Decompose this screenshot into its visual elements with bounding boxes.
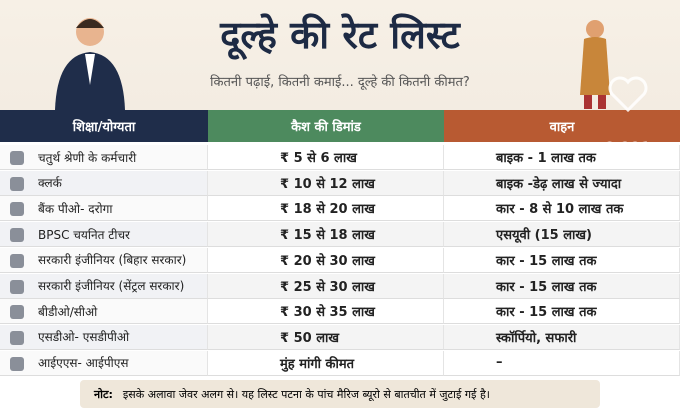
note-label: नोट: xyxy=(94,387,113,401)
table-cell: सरकारी इंजीनियर (सेंट्रल सरकार) xyxy=(0,273,208,299)
table-cell: बीडीओ/सीओ xyxy=(0,299,208,325)
table-cell: बाइक - 1 लाख तक xyxy=(444,145,680,170)
table-cell: BPSC चयनित टीचर xyxy=(0,222,208,248)
table-cell: मुंह मांगी कीमत xyxy=(208,350,444,376)
table-cell: क्लर्क xyxy=(0,170,208,196)
table-cell: एसयूवी (15 लाख) xyxy=(444,222,680,248)
table-cell: ₹ 10 से 12 लाख xyxy=(208,170,444,196)
row-icon xyxy=(10,253,24,268)
table-cell: ₹ 18 से 20 लाख xyxy=(208,196,444,222)
row-icon xyxy=(10,279,24,294)
table-cell: आईएएस- आईपीएस xyxy=(0,350,208,376)
note: नोट: इसके अलावा जेवर अलग से। यह लिस्ट पट… xyxy=(80,380,600,408)
table-cell: एसडीओ- एसडीपीओ xyxy=(0,324,208,350)
traditional-groom xyxy=(580,20,610,109)
table-cell: कार - 8 से 10 लाख तक xyxy=(444,196,680,222)
table-cell: कार - 15 लाख तक xyxy=(444,273,680,299)
share-count: 106 xyxy=(612,376,644,395)
table-cell: ₹ 20 से 30 लाख xyxy=(208,247,444,273)
groom-illustration xyxy=(55,18,125,110)
row-icon xyxy=(10,356,24,371)
row-icon xyxy=(10,228,24,243)
table-cell: चतुर्थ श्रेणी के कर्मचारी xyxy=(0,145,208,170)
column-header: कैश की डिमांड xyxy=(208,110,444,142)
row-icon xyxy=(10,176,24,191)
table-cell: ₹ 5 से 6 लाख xyxy=(208,145,444,170)
table-cell: – xyxy=(444,350,680,376)
table-cell: ₹ 15 से 18 लाख xyxy=(208,222,444,248)
row-icon xyxy=(10,305,24,320)
table-cell: सरकारी इंजीनियर (बिहार सरकार) xyxy=(0,247,208,273)
like-icon[interactable] xyxy=(606,72,650,116)
row-icon xyxy=(10,330,24,345)
row-icon xyxy=(10,202,24,217)
table-cell: बैंक पीओ- दरोगा xyxy=(0,196,208,222)
note-text: इसके अलावा जेवर अलग से। यह लिस्ट पटना के… xyxy=(122,387,490,401)
column-header: वाहन xyxy=(444,110,680,142)
table-cell: स्कॉर्पियो, सफारी xyxy=(444,324,680,350)
table-cell: ₹ 30 से 35 लाख xyxy=(208,299,444,325)
table-cell: बाइक -डेढ़ लाख से ज्यादा xyxy=(444,170,680,196)
table-cell: ₹ 50 लाख xyxy=(208,324,444,350)
title: दूल्हे की रेट लिस्ट xyxy=(220,13,460,57)
row-icon xyxy=(10,151,24,165)
column-header: शिक्षा/योग्यता xyxy=(0,110,208,142)
table-cell: ₹ 25 से 30 लाख xyxy=(208,273,444,299)
table-cell: कार - 15 लाख तक xyxy=(444,247,680,273)
subtitle: कितनी पढ़ाई, कितनी कमाई... दूल्हे की कित… xyxy=(210,75,470,90)
table-cell: कार - 15 लाख तक xyxy=(444,299,680,325)
